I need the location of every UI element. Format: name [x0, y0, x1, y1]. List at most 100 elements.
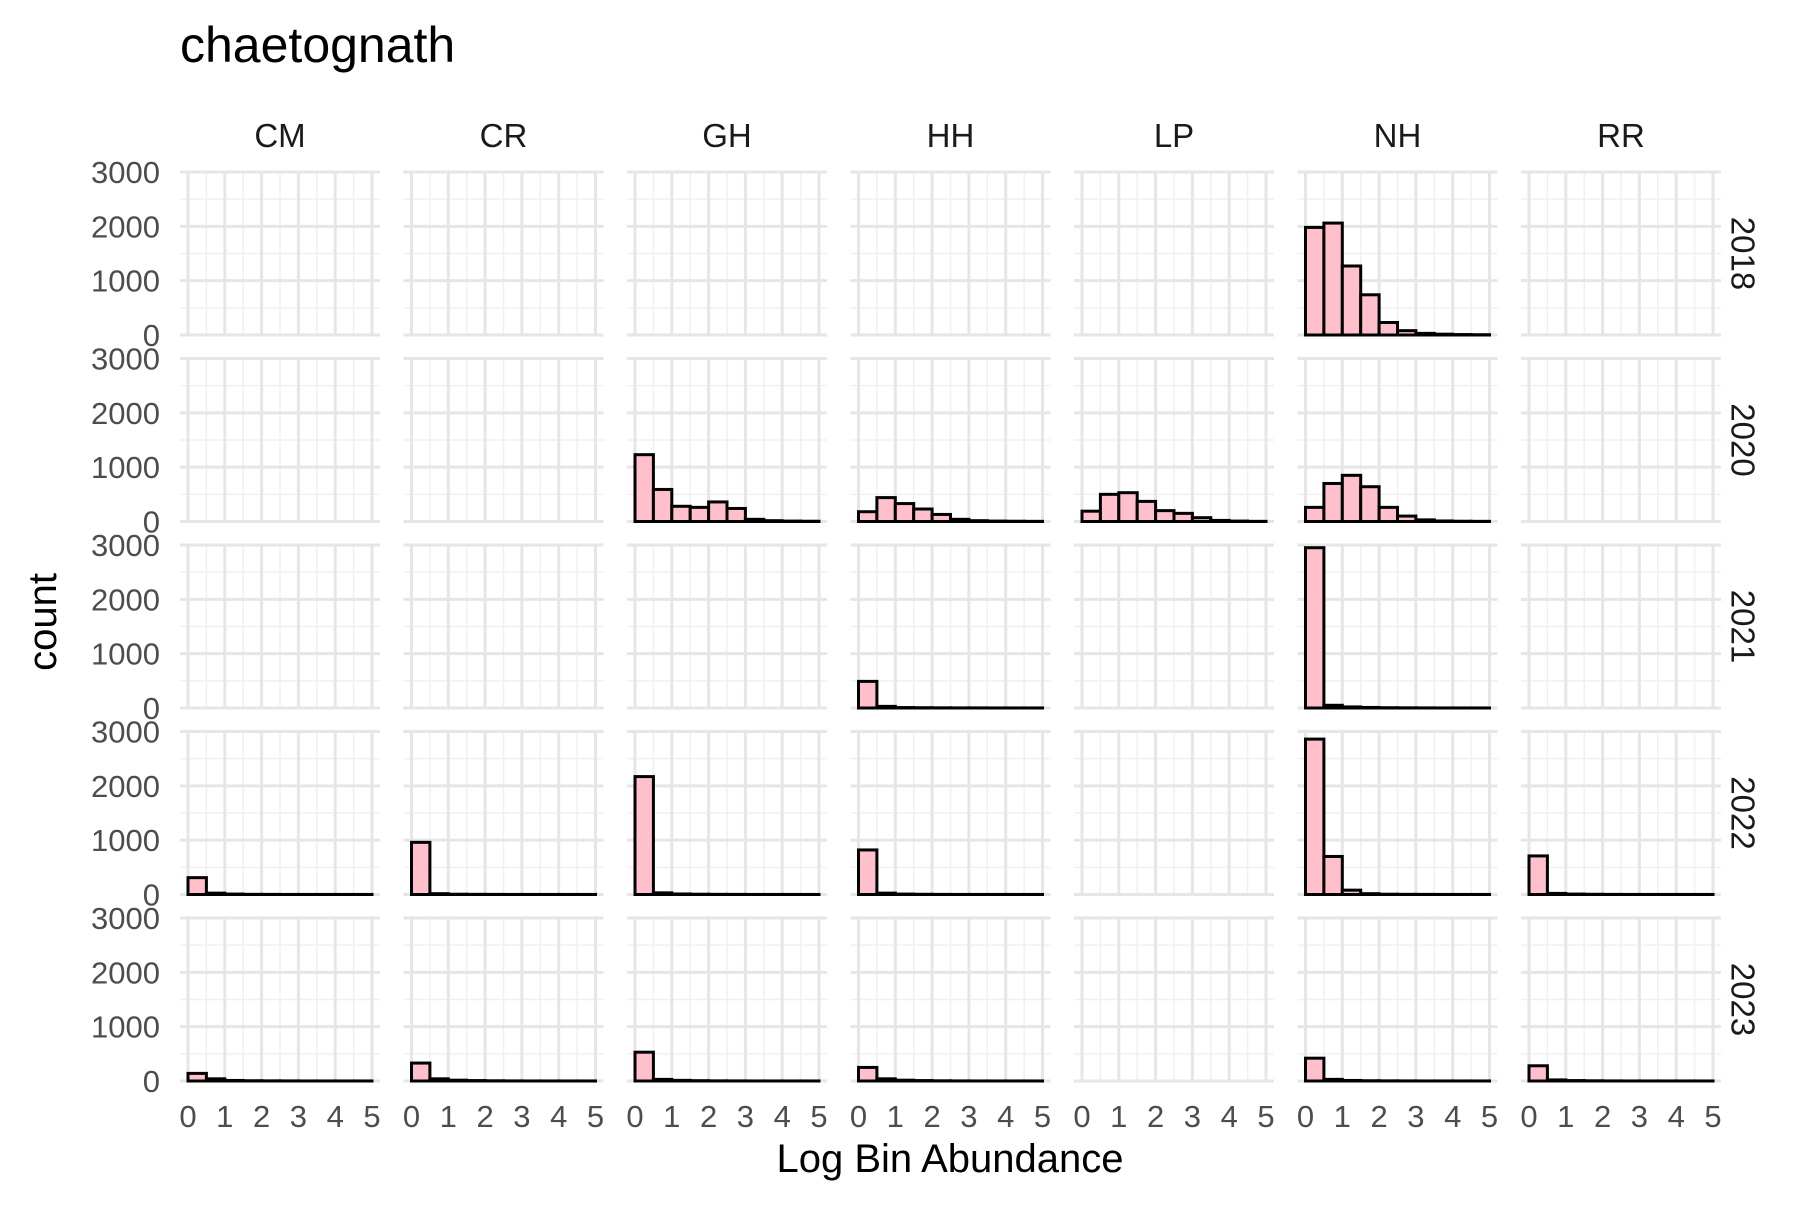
histogram-bar [430, 894, 448, 895]
x-tick-label: 5 [587, 1099, 604, 1134]
x-tick-label: 2 [476, 1099, 493, 1134]
panel-rr-2020 [1521, 359, 1721, 522]
x-tick-label: 1 [1557, 1099, 1574, 1134]
x-tick-label: 2 [923, 1099, 940, 1134]
panel-cr-2018 [404, 172, 604, 335]
histogram-bar [1119, 493, 1137, 522]
histogram-bar [1342, 475, 1360, 521]
panel-rr-2021 [1521, 545, 1721, 708]
histogram-bar [653, 489, 671, 521]
y-tick-label: 3000 [91, 715, 160, 750]
histogram-bar [1342, 890, 1360, 894]
histogram-bar [1379, 507, 1397, 521]
x-tick-label: 3 [513, 1099, 530, 1134]
panel-gh-2020 [627, 359, 827, 522]
histogram-bar [1547, 893, 1565, 894]
panel-rr-2018 [1521, 172, 1721, 335]
x-tick-label: 4 [1221, 1099, 1238, 1134]
histogram-bar [635, 455, 653, 522]
panel-cr-2021 [404, 545, 604, 708]
histogram-bar [672, 506, 690, 521]
panel-cm-2021 [180, 545, 380, 708]
histogram-bar [448, 1080, 466, 1081]
panel-lp-2020 [1074, 359, 1274, 522]
panel-gh-2022 [627, 732, 827, 895]
histogram-bar [1342, 1080, 1360, 1081]
facet-col-label-hh: HH [927, 117, 975, 154]
x-tick-label: 2 [253, 1099, 270, 1134]
histogram-bar [1379, 323, 1397, 335]
x-tick-label: 1 [887, 1099, 904, 1134]
histogram-bar [877, 706, 895, 708]
x-tick-label: 3 [290, 1099, 307, 1134]
histogram-bar [1306, 548, 1324, 708]
x-tick-label: 3 [737, 1099, 754, 1134]
histogram-bar [206, 1079, 224, 1081]
histogram-bar [672, 894, 690, 895]
x-tick-label: 4 [1444, 1099, 1461, 1134]
histogram-bar [653, 893, 671, 895]
histogram-bar [1324, 705, 1342, 708]
histogram-bar [951, 519, 969, 521]
facet-col-label-lp: LP [1154, 117, 1194, 154]
x-tick-label: 5 [1704, 1099, 1721, 1134]
histogram-bar [1100, 494, 1118, 521]
histogram-bar [1361, 487, 1379, 522]
x-tick-label: 3 [1631, 1099, 1648, 1134]
panel-hh-2020 [851, 359, 1051, 522]
x-tick-label: 1 [663, 1099, 680, 1134]
y-tick-label: 3000 [91, 342, 160, 377]
histogram-bar [1324, 1079, 1342, 1081]
panel-rr-2022 [1521, 732, 1721, 895]
panel-cr-2022 [404, 732, 604, 895]
histogram-bar [1306, 227, 1324, 335]
y-tick-label: 1000 [91, 637, 160, 672]
facet-row-label-2022: 2022 [1724, 776, 1761, 849]
x-tick-label: 0 [626, 1099, 643, 1134]
panel-cm-2022 [180, 732, 380, 895]
panel-nh-2018 [1298, 172, 1498, 335]
histogram-bar [188, 1073, 206, 1081]
histogram-bar [895, 504, 913, 522]
histogram-bar [672, 1080, 690, 1081]
x-tick-label: 5 [1034, 1099, 1051, 1134]
panel-gh-2023 [627, 918, 827, 1081]
panel-hh-2018 [851, 172, 1051, 335]
histogram-bar [859, 681, 877, 708]
histogram-bar [745, 519, 763, 521]
panel-lp-2023 [1074, 918, 1274, 1081]
x-tick-label: 0 [1520, 1099, 1537, 1134]
histogram-bar [1398, 331, 1416, 335]
histogram-bar [895, 1080, 913, 1081]
facet-col-label-nh: NH [1374, 117, 1422, 154]
y-tick-label: 1000 [91, 1010, 160, 1045]
histogram-bar [1324, 223, 1342, 335]
x-tick-label: 5 [810, 1099, 827, 1134]
x-tick-label: 4 [550, 1099, 567, 1134]
y-tick-label: 1000 [91, 450, 160, 485]
x-tick-label: 0 [179, 1099, 196, 1134]
panel-nh-2022 [1298, 732, 1498, 895]
histogram-bar [1211, 520, 1229, 521]
x-tick-label: 2 [1594, 1099, 1611, 1134]
x-tick-label: 2 [1147, 1099, 1164, 1134]
x-tick-label: 2 [700, 1099, 717, 1134]
histogram-bar [412, 1063, 430, 1081]
y-tick-label: 2000 [91, 582, 160, 617]
x-tick-label: 5 [1481, 1099, 1498, 1134]
histogram-bar [1416, 333, 1434, 335]
histogram-bar [635, 1052, 653, 1081]
chart-title: chaetognath [180, 17, 455, 73]
x-tick-label: 0 [403, 1099, 420, 1134]
x-tick-label: 4 [997, 1099, 1014, 1134]
y-tick-label: 0 [143, 1064, 160, 1099]
histogram-bar [690, 507, 708, 521]
histogram-bar [1306, 507, 1324, 521]
panel-lp-2022 [1074, 732, 1274, 895]
panel-cr-2020 [404, 359, 604, 522]
x-tick-label: 5 [363, 1099, 380, 1134]
histogram-bar [188, 878, 206, 895]
histogram-bar [1192, 518, 1210, 522]
histogram-bar [1361, 295, 1379, 335]
